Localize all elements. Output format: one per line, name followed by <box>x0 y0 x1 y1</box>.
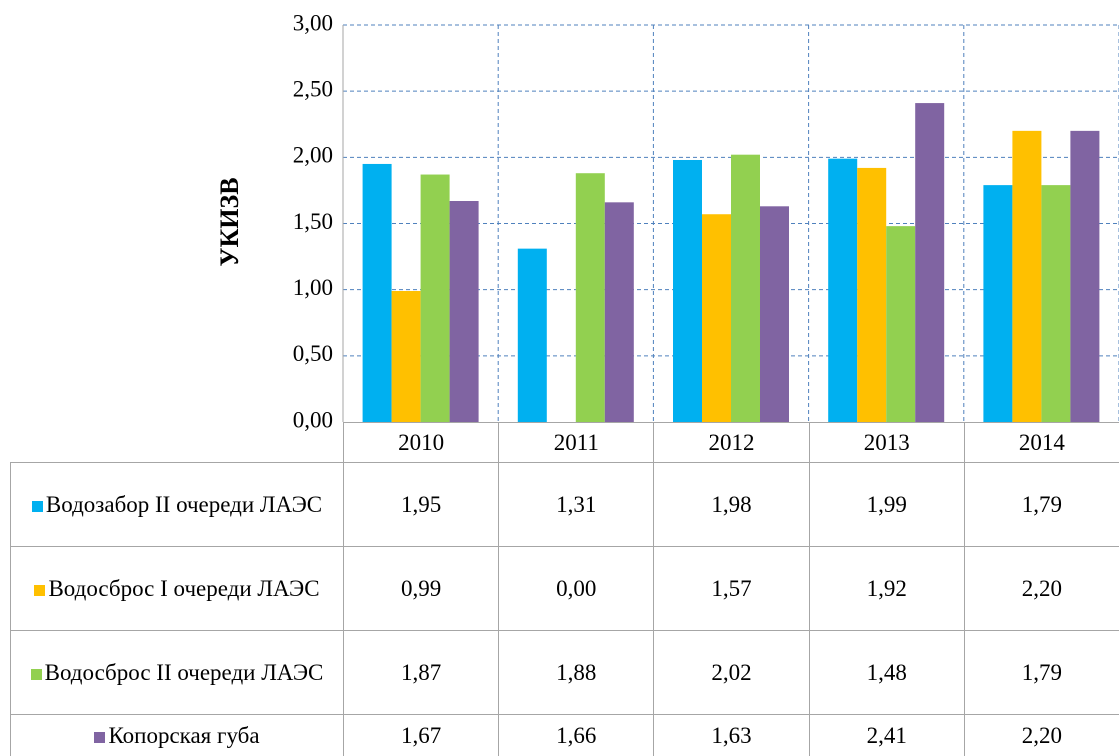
y-axis-label: УКИЗВ <box>215 177 244 266</box>
bar <box>828 158 858 422</box>
bar <box>391 290 421 422</box>
table-value: 1,87 <box>343 630 500 715</box>
x-tick-label: 2011 <box>498 422 655 463</box>
table-value: 1,88 <box>498 630 655 715</box>
legend-label: Водосброс II очереди ЛАЭС <box>44 659 324 685</box>
table-value: 1,98 <box>653 462 810 547</box>
legend-label: Копорская губа <box>108 722 260 748</box>
table-value: 0,00 <box>498 546 655 631</box>
bar <box>1012 130 1042 422</box>
bar <box>575 173 605 422</box>
legend-swatch <box>34 584 46 596</box>
y-tick-label: 1,00 <box>293 275 333 300</box>
bar <box>1070 130 1100 422</box>
table-value: 1,67 <box>343 714 500 756</box>
y-tick-label: 1,50 <box>293 209 333 234</box>
table-value: 0,99 <box>343 546 500 631</box>
bar <box>731 154 760 423</box>
table-value: 2,41 <box>808 714 965 756</box>
y-tick-label: 3,00 <box>293 10 333 35</box>
x-tick-label: 2014 <box>963 422 1119 463</box>
legend-cell: Водосброс II очереди ЛАЭС <box>10 630 344 715</box>
legend-entry: Водозабор II очереди ЛАЭС <box>31 491 323 519</box>
y-tick-label: 0,50 <box>293 341 333 366</box>
legend-cell: Водосброс I очереди ЛАЭС <box>10 546 344 631</box>
table-value: 1,92 <box>808 546 965 631</box>
legend-cell: Водозабор II очереди ЛАЭС <box>10 462 344 547</box>
legend-label: Водосброс I очереди ЛАЭС <box>48 575 320 601</box>
table-value: 1,95 <box>343 462 500 547</box>
table-value: 1,57 <box>653 546 810 631</box>
table-value: 1,66 <box>498 714 655 756</box>
table-value: 1,31 <box>498 462 655 547</box>
bar <box>857 167 887 422</box>
legend-label: Водозабор II очереди ЛАЭС <box>45 491 323 517</box>
bar <box>983 185 1013 422</box>
legend-swatch <box>31 500 43 512</box>
bar <box>702 214 731 422</box>
y-tick-label: 2,50 <box>293 76 333 101</box>
legend-entry: Водосброс II очереди ЛАЭС <box>30 659 324 687</box>
legend-entry: Водосброс I очереди ЛАЭС <box>34 575 320 603</box>
bar <box>449 201 479 422</box>
bar <box>362 163 392 422</box>
bar <box>517 248 547 422</box>
y-tick-label: 0,00 <box>293 407 333 432</box>
table-value: 1,79 <box>963 630 1119 715</box>
x-tick-label: 2010 <box>343 422 500 463</box>
y-tick-label: 2,00 <box>293 143 333 168</box>
bar <box>915 103 945 423</box>
table-value: 2,20 <box>963 714 1119 756</box>
legend-swatch <box>94 731 106 743</box>
bar <box>604 202 634 422</box>
bar <box>760 206 789 422</box>
bar <box>673 159 702 423</box>
x-tick-label: 2012 <box>653 422 810 463</box>
table-value: 1,48 <box>808 630 965 715</box>
table-value: 1,63 <box>653 714 810 756</box>
legend-swatch <box>30 668 42 680</box>
bar <box>420 174 450 422</box>
bar <box>886 226 916 422</box>
table-value: 1,99 <box>808 462 965 547</box>
table-value: 1,79 <box>963 462 1119 547</box>
table-value: 2,20 <box>963 546 1119 631</box>
bar <box>1041 185 1071 422</box>
legend-cell: Копорская губа <box>10 714 344 756</box>
table-value: 2,02 <box>653 630 810 715</box>
x-tick-label: 2013 <box>808 422 965 463</box>
legend-entry: Копорская губа <box>94 722 260 750</box>
